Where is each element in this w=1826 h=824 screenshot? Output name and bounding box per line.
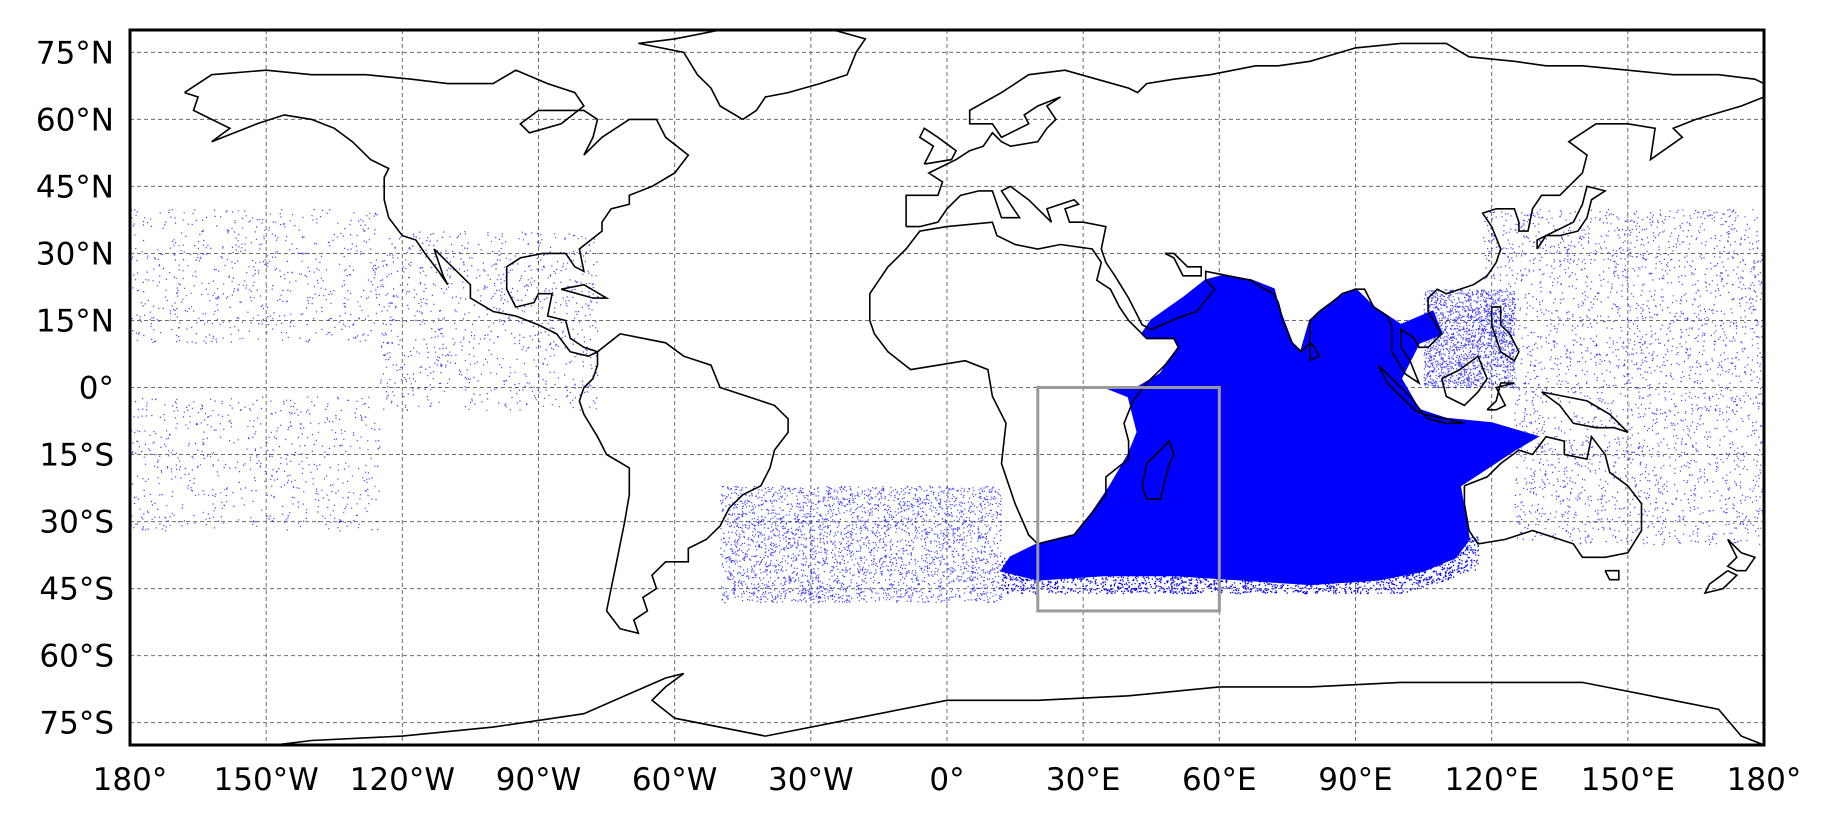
coastline-path <box>1536 185 1608 250</box>
lat-tick-label: 15°N <box>36 303 114 339</box>
sparse-points-south-china-sea <box>1423 289 1516 389</box>
coastline-path <box>1463 434 1643 559</box>
sparse-points-west-pacific-south <box>1514 365 1764 546</box>
coastline-path <box>918 127 958 165</box>
coastline-path <box>1141 439 1175 500</box>
lon-tick-label: 30°W <box>768 762 854 798</box>
lat-tick-label: 75°S <box>39 706 114 742</box>
lon-tick-label: 180° <box>93 762 168 798</box>
coastline-path <box>1309 340 1321 362</box>
coastline-path <box>1490 306 1520 362</box>
lat-tick-label: 30°S <box>39 505 114 541</box>
dense-particle-cloud <box>999 274 1540 586</box>
coastline-path <box>1423 413 1465 425</box>
lat-tick-label: 30°N <box>36 236 114 272</box>
sparse-points-east-pacific-coast <box>380 231 599 411</box>
coastline-path <box>578 333 789 635</box>
lon-tick-label: 90°E <box>1318 762 1393 798</box>
coastline-path <box>1377 364 1425 416</box>
longitude-tick-labels: 180° 150°W 120°W 90°W 60°W 30°W 0° 30°E 60°E 90°E… <box>93 762 1802 798</box>
particle-points <box>130 208 1764 604</box>
lon-tick-label: 90°W <box>496 762 582 798</box>
coastline-path <box>560 283 610 299</box>
coastline-path <box>1164 252 1202 277</box>
lon-tick-label: 0° <box>929 762 964 798</box>
coastline-path <box>905 42 1764 386</box>
lon-tick-label: 120°W <box>350 762 455 798</box>
lon-tick-label: 180° <box>1727 762 1802 798</box>
coastline-path <box>1541 391 1629 433</box>
graticule-grid <box>130 30 1764 745</box>
lon-tick-label: 30°E <box>1046 762 1121 798</box>
coastlines <box>184 30 1764 745</box>
coastline-path <box>268 672 1764 745</box>
dense-edge-points <box>1001 536 1480 595</box>
sparse-points-south-atlantic <box>720 485 1003 604</box>
lon-tick-label: 60°E <box>1182 762 1257 798</box>
coastline-path <box>1440 354 1489 407</box>
coastline-path <box>1703 569 1739 595</box>
coastline-path <box>1486 382 1515 411</box>
lon-tick-label: 150°W <box>214 762 319 798</box>
coastline-path <box>869 221 1180 545</box>
coastline-path <box>1726 538 1757 572</box>
latitude-tick-labels: 75°N 60°N 45°N 30°N 15°N 0° 15°S 30°S 45°S 60°S 75… <box>36 35 114 741</box>
lon-tick-label: 60°W <box>632 762 718 798</box>
coastline-path <box>1604 569 1620 581</box>
lat-tick-label: 75°N <box>36 35 114 71</box>
source-region-box <box>1036 386 1221 613</box>
lon-tick-label: 150°E <box>1581 762 1675 798</box>
lat-tick-label: 45°N <box>36 169 114 205</box>
lat-tick-label: 15°S <box>39 438 114 474</box>
plot-frame <box>128 28 1766 747</box>
coastline-path <box>184 69 690 358</box>
coastline-path <box>638 30 867 121</box>
lat-tick-label: 60°N <box>36 102 114 138</box>
lat-tick-label: 0° <box>79 371 114 407</box>
lat-tick-label: 60°S <box>39 639 114 675</box>
lon-tick-label: 120°E <box>1445 762 1539 798</box>
lat-tick-label: 45°S <box>39 572 114 608</box>
